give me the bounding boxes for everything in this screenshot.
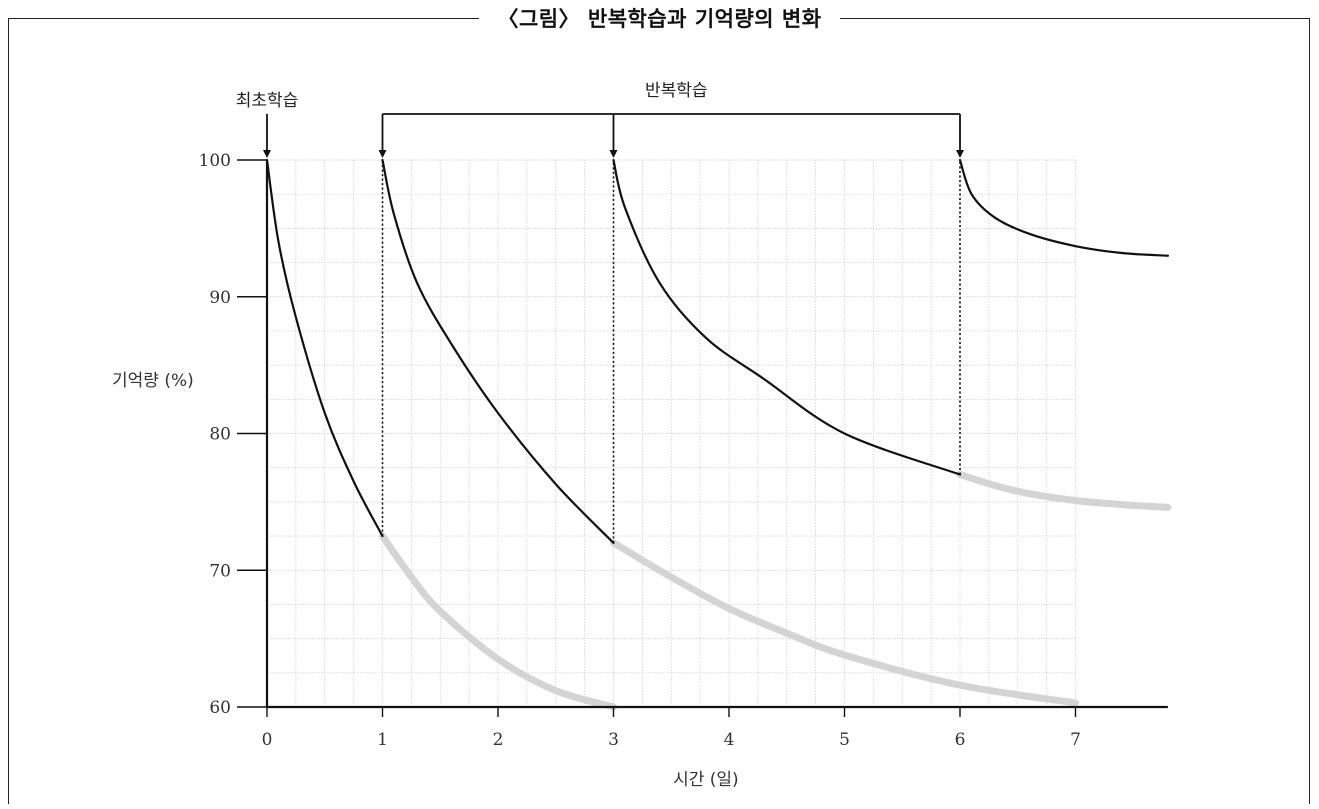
y-tick-label-80: 80 bbox=[209, 425, 231, 445]
forgetting-curve-gray-3 bbox=[956, 471, 1172, 511]
figure-title-wrap: 〈그림〉 반복학습과 기억량의 변화 bbox=[0, 8, 1319, 30]
y-tick-label-90: 90 bbox=[209, 288, 231, 308]
x-tick-label-2: 2 bbox=[493, 730, 504, 750]
y-tick-label-60: 60 bbox=[209, 698, 231, 718]
y-axis-title: 기억량 (%) bbox=[112, 371, 194, 391]
x-tick-label-4: 4 bbox=[724, 730, 735, 750]
retention-curve-1 bbox=[265, 158, 384, 538]
repeat-arrow-2-head bbox=[609, 150, 618, 158]
x-tick-label-6: 6 bbox=[955, 730, 966, 750]
x-axis-title: 시간 (일) bbox=[673, 770, 739, 790]
x-tick-label-0: 0 bbox=[262, 730, 273, 750]
y-tick-label-100: 100 bbox=[199, 151, 231, 171]
initial-learning-arrow-head bbox=[263, 150, 271, 158]
x-tick-label-7: 7 bbox=[1070, 730, 1081, 750]
grid bbox=[267, 159, 1076, 707]
retention-curve-3 bbox=[612, 158, 962, 476]
figure-title: 〈그림〉 반복학습과 기억량의 변화 bbox=[479, 8, 840, 30]
retention-curve-4 bbox=[958, 158, 1169, 257]
retention-curve-2 bbox=[381, 158, 615, 544]
repeat-arrow-3-head bbox=[956, 150, 964, 158]
x-tick-label-1: 1 bbox=[377, 730, 388, 750]
repeat-arrow-1-head bbox=[378, 150, 387, 158]
forgetting-curve-gray-2 bbox=[610, 539, 1079, 707]
repeat-learning-label: 반복학습 bbox=[645, 81, 708, 101]
initial-learning-label: 최초학습 bbox=[236, 91, 299, 111]
y-tick-label-70: 70 bbox=[209, 561, 231, 581]
forgetting-curve-gray-1 bbox=[379, 532, 617, 711]
x-tick-label-5: 5 bbox=[839, 730, 850, 750]
x-tick-label-3: 3 bbox=[608, 730, 619, 750]
